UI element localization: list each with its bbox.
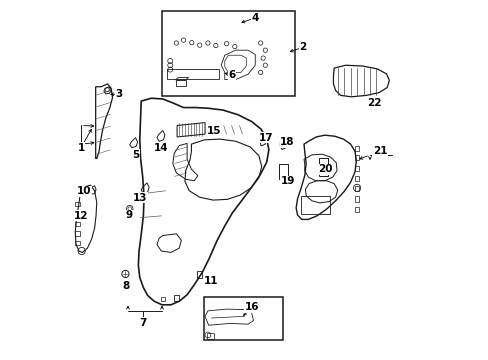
Text: 22: 22 (366, 98, 381, 108)
Bar (301, 197, 329, 214)
Bar (74, 212, 80, 216)
Bar (197, 271, 202, 278)
Text: 3: 3 (115, 89, 122, 99)
Text: 18: 18 (280, 138, 294, 147)
Bar (354, 207, 359, 212)
Bar (174, 296, 179, 301)
Text: 2: 2 (299, 42, 306, 52)
Text: 15: 15 (206, 126, 221, 135)
Bar (278, 164, 287, 179)
Text: 14: 14 (154, 143, 168, 153)
Text: 19: 19 (280, 176, 294, 186)
Text: 17: 17 (258, 133, 273, 143)
Text: 16: 16 (244, 302, 258, 312)
Text: 4: 4 (251, 13, 259, 23)
Text: 12: 12 (73, 211, 88, 221)
Bar (162, 12, 294, 96)
Bar (74, 202, 80, 206)
Text: 13: 13 (133, 193, 147, 203)
Bar (74, 222, 80, 226)
Text: 9: 9 (125, 210, 132, 220)
Text: 11: 11 (204, 276, 218, 286)
Bar (204, 297, 283, 339)
Text: 5: 5 (132, 150, 140, 160)
Text: 6: 6 (228, 70, 235, 80)
Text: 21: 21 (372, 146, 386, 156)
Bar (354, 197, 359, 202)
Bar (74, 241, 80, 245)
Bar (354, 176, 359, 181)
Text: 20: 20 (318, 164, 332, 174)
Bar (161, 297, 164, 301)
Bar (354, 186, 359, 192)
Bar (354, 166, 359, 171)
Bar (354, 145, 359, 150)
Text: 10: 10 (77, 186, 92, 197)
Text: 8: 8 (122, 281, 129, 291)
Bar (354, 155, 359, 160)
Bar (319, 158, 328, 176)
Text: 7: 7 (140, 318, 147, 328)
Bar (74, 231, 80, 235)
Text: 1: 1 (77, 143, 84, 153)
